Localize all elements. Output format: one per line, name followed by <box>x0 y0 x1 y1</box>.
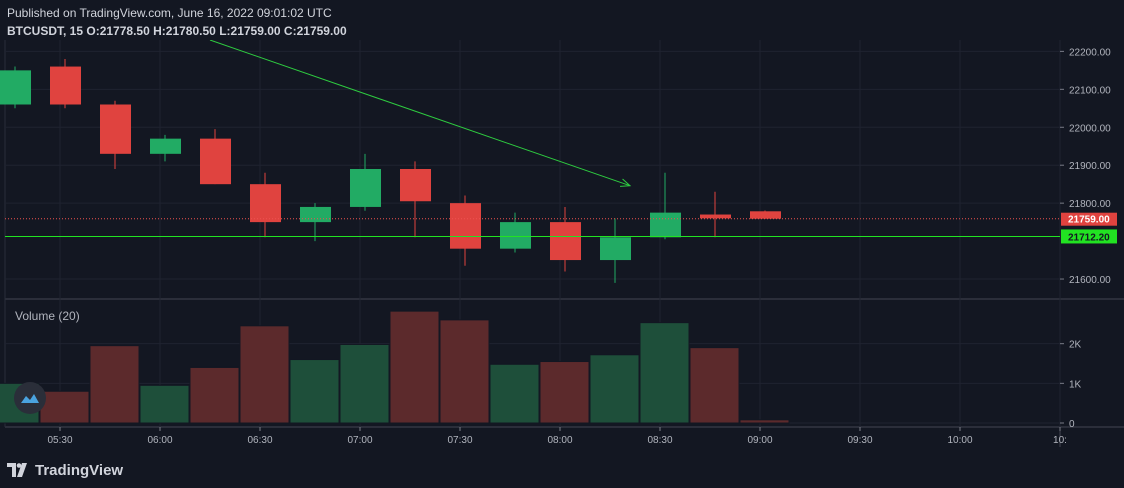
volume-bar <box>89 345 140 424</box>
horizontal-line-badge <box>1061 229 1117 244</box>
symbol-label[interactable]: BTCUSDT, 15 <box>7 24 84 38</box>
last-price-badge <box>1061 212 1117 226</box>
axes: 22200.00 22100.00 22000.00 21900.00 21800.00… <box>47 47 1111 446</box>
volume-title: Volume (20) <box>15 309 80 323</box>
candle-body <box>650 212 681 238</box>
volume-bar <box>589 354 640 424</box>
volume-tick-label: 2K <box>1069 340 1082 351</box>
candle-body <box>0 70 31 105</box>
time-tick-label: 10: <box>1053 435 1067 446</box>
brand-name: TradingView <box>35 461 124 479</box>
volume-tick-label: 1K <box>1069 379 1082 390</box>
horizontal-line-label: 21712.20 <box>1068 232 1110 243</box>
published-info: Published on TradingView.com, June 16, 2… <box>7 6 332 20</box>
candle-body <box>700 214 731 219</box>
high-label: H: <box>153 24 166 38</box>
low-value: 21759.00 <box>230 24 281 38</box>
price-tick-label: 21800.00 <box>1069 199 1111 210</box>
volume-bar <box>189 366 240 424</box>
close-value: 21759.00 <box>296 24 347 38</box>
chart-frame[interactable]: 21759.00 21712.20 22200.00 22100.00 22000.0… <box>0 39 1124 454</box>
volume-bar <box>489 363 540 424</box>
volume-bar <box>389 310 440 424</box>
chart-mountain-icon <box>21 394 39 403</box>
candle-body <box>250 184 281 223</box>
candle-body <box>750 211 781 219</box>
volume-bar <box>139 384 190 424</box>
trend-arrow-head <box>619 178 632 187</box>
open-value: 21778.50 <box>99 24 150 38</box>
footer-brand: TradingView <box>7 459 123 481</box>
volume-bar <box>539 361 590 424</box>
candle-body <box>600 237 631 261</box>
candle-body <box>300 206 331 223</box>
time-tick-label: 06:30 <box>247 435 272 446</box>
volume-bar <box>639 322 690 424</box>
candle-body <box>550 222 581 261</box>
candle-body <box>100 104 131 154</box>
time-tick-label: 09:30 <box>847 435 872 446</box>
ohlc-legend: BTCUSDT, 15 O:21778.50 H:21780.50 L:2175… <box>7 23 347 39</box>
price-tick-label: 21900.00 <box>1069 161 1111 172</box>
price-tick-label: 22200.00 <box>1069 47 1111 58</box>
high-value: 21780.50 <box>165 24 216 38</box>
tradingview-badge[interactable] <box>14 382 46 414</box>
candle-body <box>50 66 81 105</box>
chart-svg[interactable]: 21759.00 21712.20 22200.00 22100.00 22000.0… <box>0 39 1124 454</box>
candle-body <box>450 203 481 249</box>
low-label: L: <box>219 24 231 38</box>
price-tick-label: 21600.00 <box>1069 275 1111 286</box>
volume-bar <box>339 343 390 424</box>
chart-header: Published on TradingView.com, June 16, 2… <box>7 5 347 39</box>
close-label: C: <box>283 24 297 38</box>
last-price-label: 21759.00 <box>1068 215 1110 226</box>
time-tick-label: 08:00 <box>547 435 572 446</box>
open-label: O: <box>86 24 100 38</box>
candle-body <box>400 169 431 202</box>
tradingview-logo-icon <box>7 463 27 477</box>
candles <box>0 58 781 283</box>
time-tick-label: 08:30 <box>647 435 672 446</box>
volume-bar <box>39 390 90 424</box>
price-tick-label: 22100.00 <box>1069 85 1111 96</box>
time-tick-label: 07:30 <box>447 435 472 446</box>
time-tick-label: 06:00 <box>147 435 172 446</box>
volume-bar <box>689 347 740 424</box>
candle-body <box>500 222 531 249</box>
candle-body <box>150 138 181 154</box>
volume-bar <box>239 325 290 424</box>
candle-body <box>350 169 381 207</box>
candle-body <box>200 138 231 185</box>
time-tick-label: 07:00 <box>347 435 372 446</box>
overlays: 21759.00 21712.20 <box>5 39 1117 244</box>
price-tick-label: 22000.00 <box>1069 123 1111 134</box>
time-tick-label: 09:00 <box>747 435 772 446</box>
volume-bars <box>0 310 790 424</box>
volume-bar <box>439 319 490 424</box>
volume-bar <box>739 419 790 424</box>
volume-bar <box>289 359 340 424</box>
volume-tick-label: 0 <box>1069 419 1075 430</box>
time-tick-label: 10:00 <box>947 435 972 446</box>
time-tick-label: 05:30 <box>47 435 72 446</box>
trend-arrow-line <box>209 39 631 187</box>
